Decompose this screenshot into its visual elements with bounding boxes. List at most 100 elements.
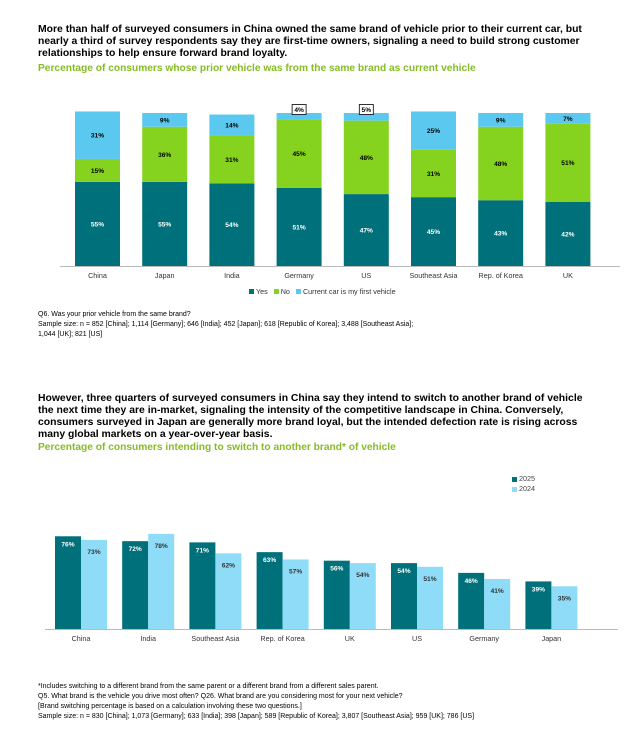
data-label-southeast-asia-no: 31% [427, 171, 440, 178]
legend-label-2025: 2025 [519, 474, 535, 483]
data-label-rep-of-korea-current-car-is-my-first-vehicle: 9% [496, 117, 506, 124]
data-label-germany-2025: 46% [465, 578, 478, 585]
x-tick-label-rep-of-korea: Rep. of Korea [260, 634, 304, 643]
bar-rep-of-korea-current-car-is-my-first-vehicle [478, 113, 524, 127]
section1-notes: Q6. Was your prior vehicle from the same… [38, 310, 598, 340]
x-tick-label-india: India [140, 634, 156, 643]
bar-japan-2025 [525, 581, 552, 629]
bar-us-no [343, 120, 389, 195]
data-label-uk-current-car-is-my-first-vehicle: 7% [563, 116, 573, 123]
data-label-us-yes: 47% [360, 228, 373, 235]
bar-china-current-car-is-my-first-vehicle [75, 111, 120, 159]
label-box-germany-current-car-is-my-first-vehicle [291, 104, 307, 115]
bar-rep-of-korea-no [478, 126, 524, 201]
bar-china-2024 [81, 539, 107, 629]
data-label-india-2025: 72% [129, 546, 142, 553]
section2-headline: However, three quarters of surveyed cons… [38, 393, 583, 440]
data-label-us-current-car-is-my-first-vehicle: 5% [362, 107, 372, 114]
legend-item-2024: 2024 [512, 484, 535, 494]
data-label-japan-2025: 39% [532, 586, 545, 593]
data-label-germany-no: 45% [292, 151, 305, 158]
data-label-southeast-asia-yes: 45% [427, 229, 440, 236]
data-label-germany-current-car-is-my-first-vehicle: 4% [294, 107, 304, 114]
bar-germany-2024 [484, 578, 511, 629]
x-tick-label-india: India [224, 271, 240, 280]
grouped-bar-chart: 76% 73% China 72% 78% India 71% 62% Southeast As… [45, 533, 618, 643]
chart2-legend: 2025 2024 [512, 474, 535, 494]
bar-germany-no [276, 119, 322, 188]
bar-uk-yes [545, 201, 591, 266]
stacked-bar-chart: 55% 15% 31% China 55% 36% 9% Japan 54% 31% 14% Indi… [60, 104, 620, 280]
bar-china-2025 [55, 536, 81, 629]
data-label-uk-2024: 54% [356, 572, 369, 579]
data-label-us-2024: 51% [423, 576, 436, 583]
data-label-japan-current-car-is-my-first-vehicle: 9% [160, 117, 170, 124]
label-box-us-current-car-is-my-first-vehicle [358, 104, 374, 115]
data-label-rep-of-korea-2025: 63% [263, 557, 276, 564]
bar-japan-yes [142, 181, 188, 266]
legend-item-first-vehicle: Current car is my first vehicle [295, 287, 396, 296]
data-label-japan-yes: 55% [158, 221, 171, 228]
legend-swatch-2025 [512, 476, 517, 482]
x-tick-label-germany: Germany [284, 271, 314, 280]
bar-southeast-asia-2025 [189, 542, 216, 629]
bar-southeast-asia-current-car-is-my-first-vehicle [411, 111, 456, 150]
bar-southeast-asia-2024 [215, 553, 242, 629]
bar-southeast-asia-no [411, 149, 456, 198]
legend-label-2024: 2024 [519, 484, 535, 493]
legend-swatch-yes [249, 289, 254, 294]
bar-germany-current-car-is-my-first-vehicle [276, 113, 322, 120]
bar-japan-no [142, 126, 188, 182]
bar-japan-2024 [551, 586, 578, 629]
bar-uk-no [545, 123, 591, 202]
note-questions: Q5. What brand is the vehicle you drive … [38, 693, 403, 700]
bar-japan-current-car-is-my-first-vehicle [142, 113, 188, 127]
bar-india-yes [209, 183, 255, 266]
bar-us-2024 [417, 566, 443, 629]
legend-label-yes: Yes [256, 287, 268, 296]
bar-india-no [209, 135, 255, 184]
legend-swatch-first-vehicle [295, 289, 301, 294]
note-sample-size: Sample size: n = 830 [China]; 1,073 [Ger… [38, 713, 475, 720]
x-tick-label-japan: Japan [155, 271, 175, 280]
data-label-china-2025: 76% [61, 541, 74, 548]
legend-item-2025: 2025 [512, 474, 535, 484]
data-label-uk-2025: 56% [330, 566, 343, 573]
bar-uk-current-car-is-my-first-vehicle [545, 113, 591, 124]
note-sample-size-cont: 1,044 [UK]; 821 [US] [38, 331, 103, 338]
data-label-uk-no: 51% [561, 160, 574, 167]
note-footnote: *Includes switching to a different brand… [38, 683, 379, 690]
x-tick-label-us: US [412, 634, 422, 643]
data-label-southeast-asia-current-car-is-my-first-vehicle: 25% [427, 128, 440, 135]
x-tick-label-rep-of-korea: Rep. of Korea [479, 271, 523, 280]
section2-subtitle: Percentage of consumers intending to swi… [38, 442, 396, 453]
data-label-southeast-asia-2025: 71% [196, 547, 209, 554]
bar-rep-of-korea-yes [478, 200, 524, 266]
bar-china-yes [75, 181, 120, 266]
data-label-germany-2024: 41% [491, 588, 504, 595]
data-label-southeast-asia-2024: 62% [222, 562, 235, 569]
bar-rep-of-korea-2024 [282, 559, 309, 629]
data-label-us-no: 48% [360, 155, 373, 162]
chart1-legend: Yes No Current car is my first vehicle [249, 287, 396, 296]
data-label-rep-of-korea-yes: 43% [494, 231, 507, 238]
legend-item-no: No [273, 287, 290, 296]
data-label-china-no: 15% [91, 168, 104, 175]
bar-uk-2025 [323, 560, 350, 629]
x-tick-label-japan: Japan [542, 634, 562, 643]
bar-rep-of-korea-2025 [256, 552, 283, 629]
bar-india-2025 [122, 541, 149, 629]
legend-swatch-no [273, 289, 279, 294]
legend-label-first-vehicle: Current car is my first vehicle [302, 287, 396, 296]
x-tick-label-china: China [88, 271, 107, 280]
data-label-china-yes: 55% [91, 221, 104, 228]
data-label-us-2025: 54% [397, 568, 410, 575]
data-label-india-2024: 78% [155, 543, 168, 550]
legend-label-no: No [280, 287, 290, 296]
bar-uk-2024 [349, 563, 376, 629]
bar-southeast-asia-yes [411, 197, 456, 266]
bar-germany-2025 [458, 572, 485, 629]
bar-china-no [75, 158, 120, 182]
data-label-rep-of-korea-2024: 57% [289, 568, 302, 575]
bar-india-current-car-is-my-first-vehicle [209, 114, 255, 136]
